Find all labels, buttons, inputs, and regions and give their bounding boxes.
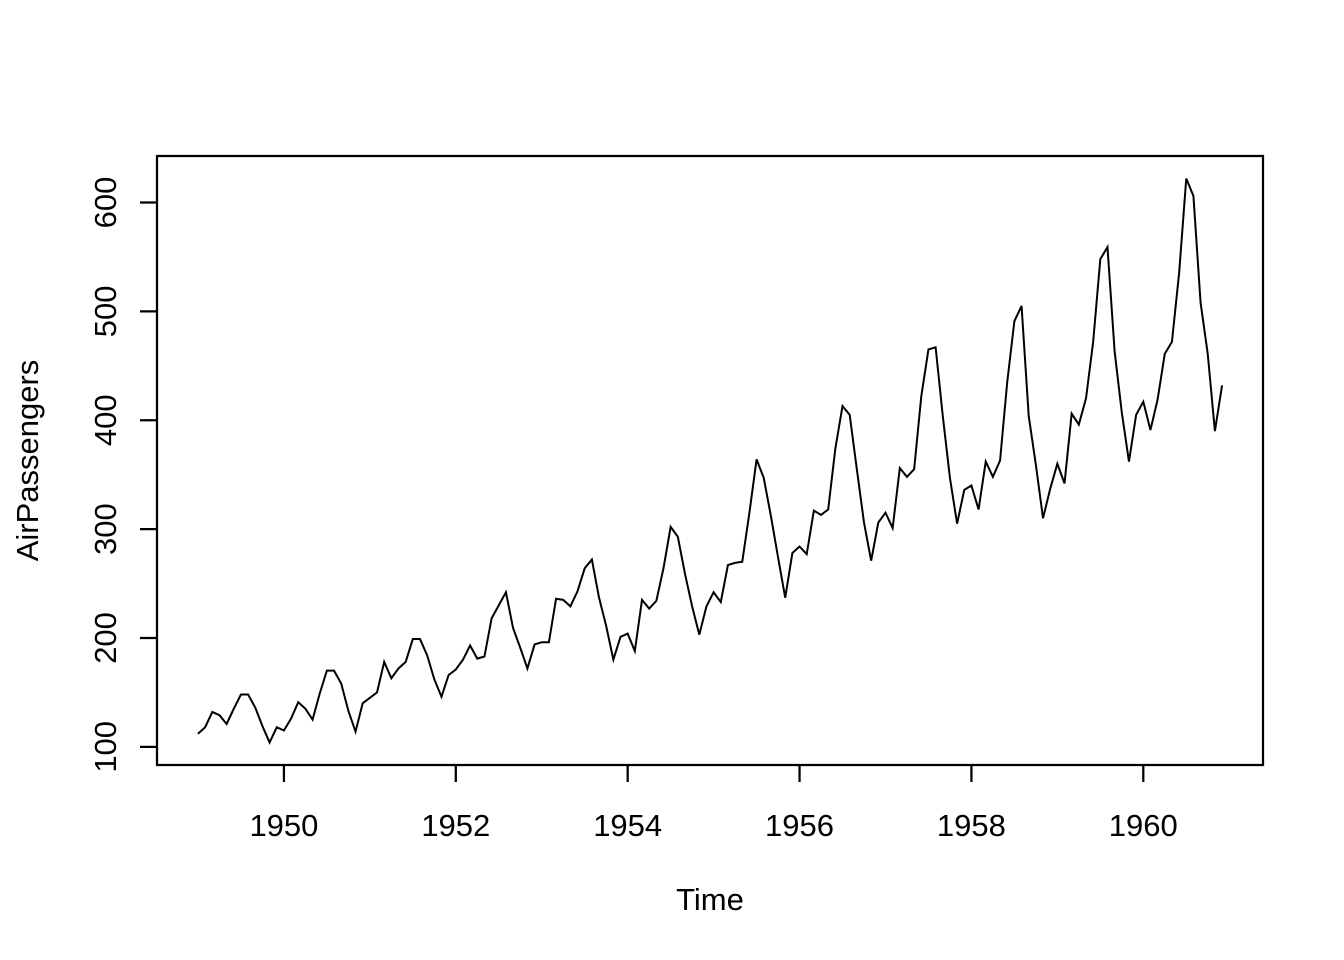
y-axis-title: AirPassengers	[10, 360, 45, 562]
y-axis-ticks	[140, 201, 157, 748]
plot-border	[155, 154, 1265, 767]
y-tick-label: 100	[88, 721, 123, 773]
y-tick-label: 600	[88, 177, 123, 229]
x-tick-label: 1950	[249, 808, 318, 843]
y-tick-label: 300	[88, 503, 123, 555]
airpassengers-series-line	[197, 178, 1224, 745]
y-axis-tick-labels: 100 200 300 400 500 600	[88, 177, 123, 773]
x-tick-label: 1956	[765, 808, 834, 843]
x-axis-tick-labels: 1950 1952 1954 1956 1958 1960	[249, 808, 1177, 843]
x-tick-label: 1952	[421, 808, 490, 843]
x-tick-label: 1954	[593, 808, 662, 843]
x-axis-title: Time	[676, 882, 744, 917]
y-tick-label: 200	[88, 612, 123, 664]
y-tick-label: 400	[88, 394, 123, 446]
x-tick-label: 1960	[1109, 808, 1178, 843]
y-tick-label: 500	[88, 285, 123, 337]
x-axis-ticks	[282, 765, 1145, 782]
x-tick-label: 1958	[937, 808, 1006, 843]
